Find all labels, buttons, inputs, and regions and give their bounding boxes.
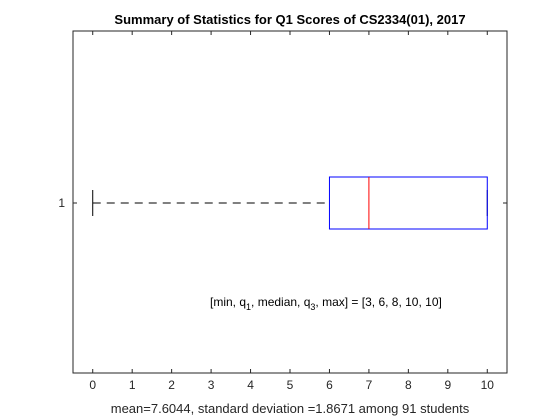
quartile-annotation: [min, q1, median, q3, max] = [3, 6, 8, 1… (210, 295, 442, 312)
x-tick-label: 8 (405, 378, 412, 392)
x-tick-label: 10 (481, 378, 495, 392)
interquartile-box (328, 176, 488, 230)
x-axis-ticks: 0 1 2 3 4 5 6 7 8 9 10 (89, 31, 494, 392)
y-tick-label: 1 (58, 196, 65, 210)
x-tick-label: 0 (89, 378, 96, 392)
annotation-sub-1: 1 (246, 302, 251, 312)
plot-marks (92, 176, 488, 230)
x-tick-label: 2 (168, 378, 175, 392)
x-tick-label: 5 (287, 378, 294, 392)
x-tick-label: 1 (129, 378, 136, 392)
annotation-mid: , median, q (251, 295, 310, 309)
x-tick-label: 7 (366, 378, 373, 392)
chart-title: Summary of Statistics for Q1 Scores of C… (114, 12, 465, 27)
y-axis-ticks: 1 (58, 196, 507, 210)
x-tick-label: 9 (444, 378, 451, 392)
annotation-sub-3: 3 (310, 302, 315, 312)
annotation-prefix: [min, q (210, 295, 246, 309)
x-tick-label: 6 (326, 378, 333, 392)
annotation-suffix: , max] = [3, 6, 8, 10, 10] (315, 295, 441, 309)
x-axis-label: mean=7.6044, standard deviation =1.8671 … (111, 401, 470, 416)
x-tick-label: 3 (208, 378, 215, 392)
x-tick-label: 4 (247, 378, 254, 392)
